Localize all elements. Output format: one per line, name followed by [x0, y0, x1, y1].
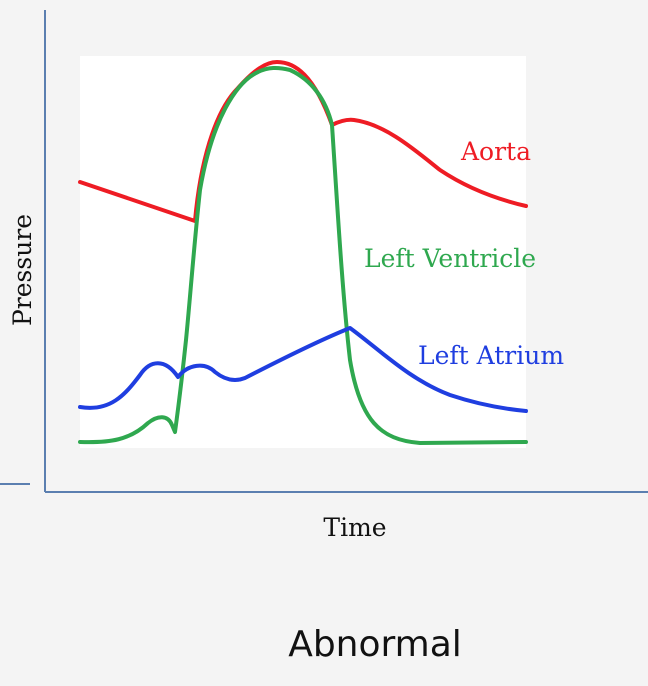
aorta-label: Aorta	[460, 137, 531, 166]
diagram-caption: Abnormal	[288, 624, 462, 665]
plot-area	[80, 56, 526, 448]
left-atrium-curve	[78, 326, 528, 413]
left-ventricle-curve	[78, 65, 528, 445]
x-axis-label: Time	[323, 513, 386, 542]
left-atrium-label: Left Atrium	[418, 341, 564, 370]
left-ventricle-label: Left Ventricle	[364, 244, 536, 273]
y-axis-label: Pressure	[8, 214, 37, 326]
